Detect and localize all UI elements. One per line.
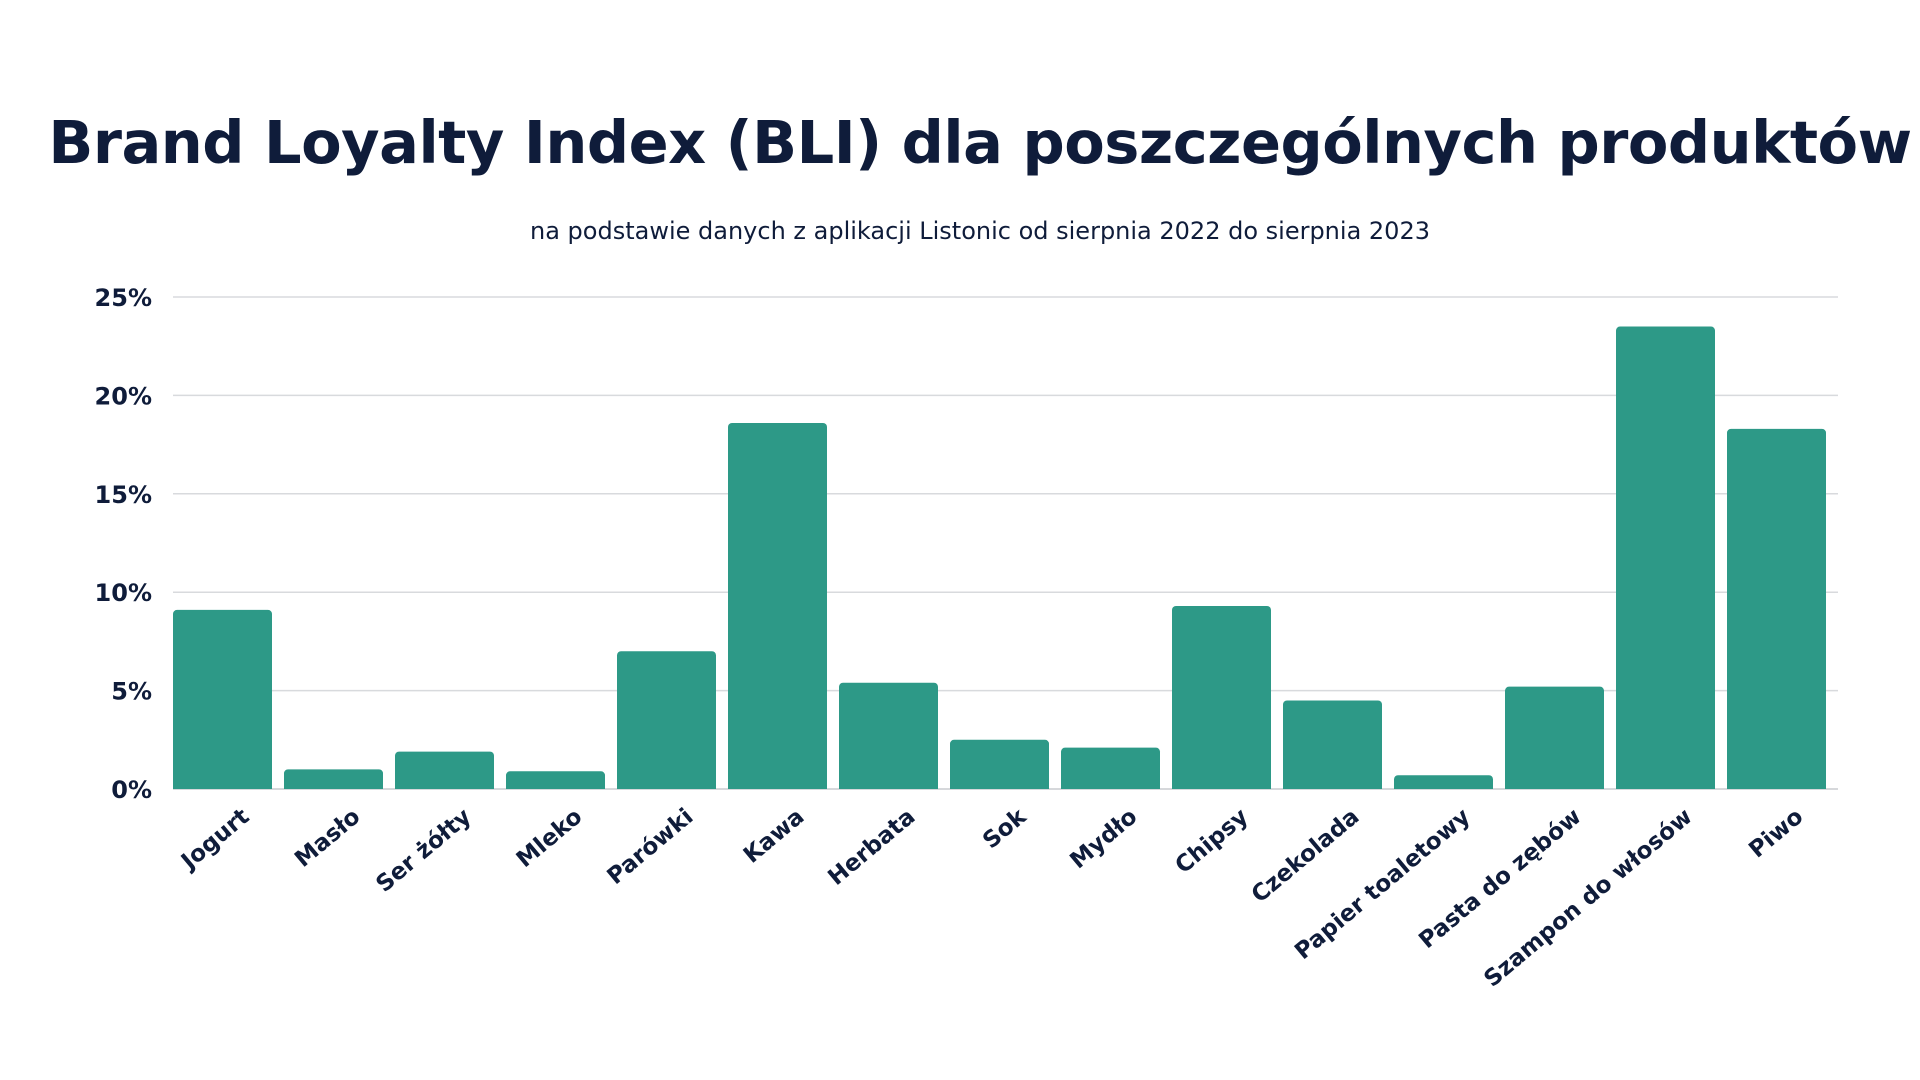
x-tick-label: Masło <box>290 804 365 873</box>
y-tick-label: 20% <box>95 382 152 410</box>
bar-base <box>173 784 272 789</box>
bar-czekolada <box>1283 700 1382 789</box>
bar-base <box>1172 784 1271 789</box>
x-tick-label: Parówki <box>602 804 698 890</box>
x-axis-tick-labels: Jogurt Masło Ser żółty Mleko Parówki Kawa Herb… <box>175 803 1808 992</box>
bar-szampon-do-włosów <box>1616 326 1715 789</box>
x-tick-label: Chipsy <box>1171 804 1254 879</box>
bar-base <box>1505 784 1604 789</box>
y-axis-tick-labels: 0% 5% 10% 15% 20% 25% <box>95 284 152 804</box>
bar-pasta-do-zębów <box>1505 686 1604 789</box>
bar-parówki <box>617 651 716 789</box>
y-tick-label: 15% <box>95 481 152 509</box>
x-tick-label: Czekolada <box>1247 804 1365 909</box>
bar-base <box>1727 784 1826 789</box>
bar-base <box>395 784 494 789</box>
bar-jogurt <box>173 609 272 789</box>
bar-base <box>506 784 605 789</box>
x-tick-label: Mleko <box>512 804 588 873</box>
bar-base <box>617 784 716 789</box>
x-tick-label: Sok <box>978 803 1032 854</box>
bar-base <box>1394 784 1493 789</box>
y-tick-label: 25% <box>95 284 152 312</box>
bar-base <box>284 784 383 789</box>
bar-sok <box>950 739 1049 789</box>
x-tick-label: Herbata <box>823 804 920 891</box>
y-tick-label: 5% <box>111 678 152 706</box>
bar-base <box>728 784 827 789</box>
bar-mydło <box>1061 747 1160 789</box>
x-tick-label: Kawa <box>739 804 809 869</box>
chart-subtitle: na podstawie danych z aplikacji Listonic… <box>530 217 1430 245</box>
y-tick-label: 10% <box>95 579 152 607</box>
bar-base <box>1283 784 1382 789</box>
bar-piwo <box>1727 428 1826 789</box>
bar-base <box>839 784 938 789</box>
bar-kawa <box>728 422 827 789</box>
x-tick-label: Ser żółty <box>371 804 476 898</box>
bar-base <box>1061 784 1160 789</box>
x-tick-label: Jogurt <box>175 804 254 876</box>
x-tick-label: Mydło <box>1065 804 1142 874</box>
x-tick-label: Szampon do włosów <box>1479 804 1697 993</box>
bar-ser-żółty <box>395 751 494 789</box>
bar-base <box>1616 784 1715 789</box>
bar-base <box>950 784 1049 789</box>
bars-layer <box>173 326 1826 789</box>
x-tick-label: Piwo <box>1744 804 1808 864</box>
bar-chipsy <box>1172 605 1271 789</box>
y-tick-label: 0% <box>111 776 152 804</box>
bar-herbata <box>839 682 938 789</box>
chart-title: Brand Loyalty Index (BLI) dla poszczegól… <box>48 108 1912 177</box>
